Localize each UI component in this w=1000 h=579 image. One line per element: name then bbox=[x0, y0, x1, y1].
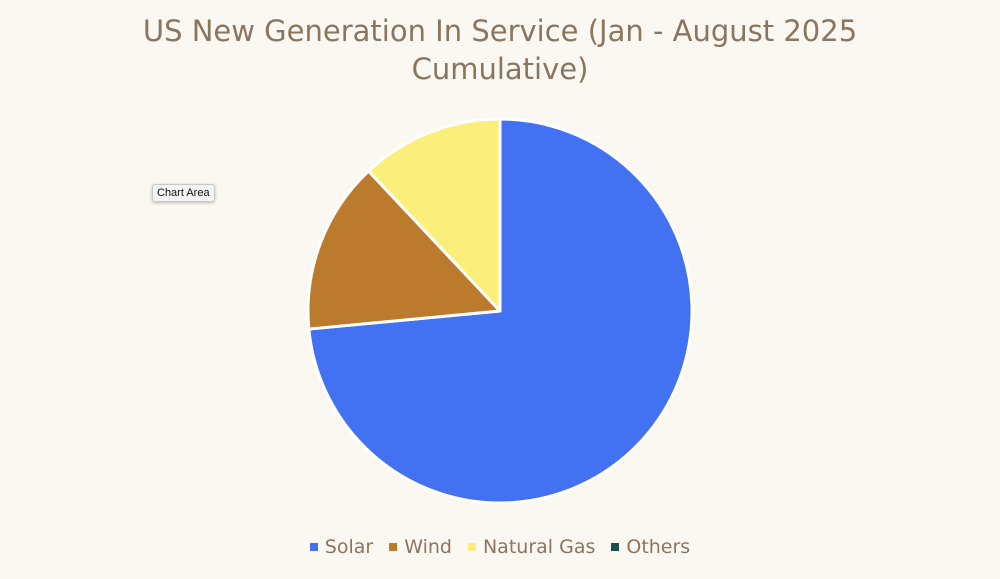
pie-slice-natural-gas[interactable] bbox=[367, 117, 502, 313]
chart-legend: Solar Wind Natural Gas Others bbox=[0, 536, 1000, 558]
legend-swatch-solar bbox=[309, 543, 318, 551]
legend-item-natural-gas[interactable]: Natural Gas bbox=[467, 536, 596, 558]
legend-swatch-natural-gas bbox=[467, 543, 476, 551]
chart-title: US New Generation In Service (Jan - Augu… bbox=[142, 14, 858, 86]
legend-label-others: Others bbox=[626, 536, 691, 558]
legend-swatch-others bbox=[611, 543, 620, 551]
pie-slice-wind[interactable] bbox=[306, 169, 502, 331]
legend-label-solar: Solar bbox=[324, 536, 374, 558]
legend-label-wind: Wind bbox=[404, 536, 452, 558]
legend-label-natural-gas: Natural Gas bbox=[482, 536, 596, 558]
legend-item-wind[interactable]: Wind bbox=[389, 536, 452, 558]
legend-item-solar[interactable]: Solar bbox=[309, 536, 374, 558]
chart-area-tooltip: Chart Area bbox=[152, 184, 215, 202]
legend-item-others[interactable]: Others bbox=[611, 536, 690, 558]
legend-swatch-wind bbox=[389, 543, 398, 551]
pie-slices bbox=[306, 117, 694, 505]
